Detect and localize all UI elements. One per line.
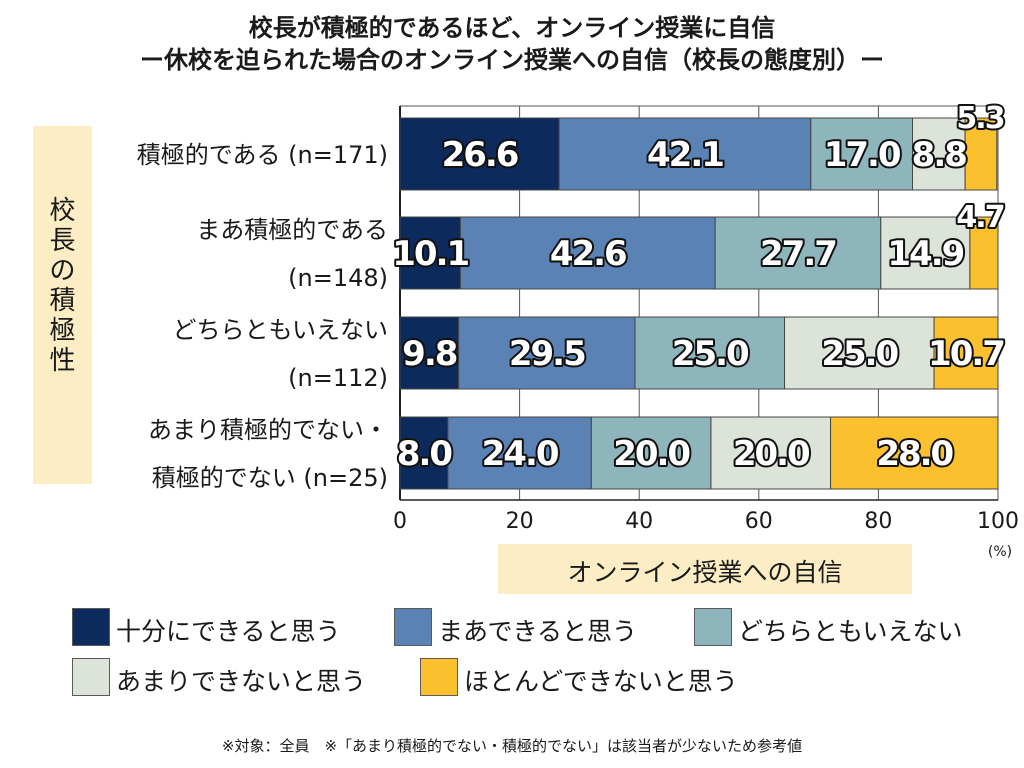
legend-swatch	[394, 608, 432, 646]
x-tick-label: 80	[864, 509, 892, 534]
data-label: 26.6	[442, 135, 518, 175]
data-label: 24.0	[482, 434, 559, 474]
category-label: (n=148)	[288, 264, 388, 292]
legend-swatch	[72, 658, 110, 696]
bar-segment	[710, 416, 832, 490]
data-label: 4.7	[956, 200, 1003, 235]
data-label: 42.1	[647, 135, 723, 175]
data-label: 29.5	[509, 334, 585, 374]
data-label: 25.0	[821, 334, 898, 374]
bar-segment	[714, 216, 882, 290]
data-label: 8.8	[912, 135, 967, 175]
x-tick-label: 100	[977, 509, 1019, 534]
x-axis-label: オンライン授業への自信	[567, 558, 843, 587]
category-label: まあ積極的である	[196, 216, 388, 244]
x-tick-label: 0	[393, 509, 407, 534]
bar-segment	[830, 416, 999, 490]
bar-segment	[458, 316, 636, 390]
bar-segment	[447, 416, 592, 490]
bar-segment	[399, 216, 461, 290]
bar-segment	[459, 216, 716, 290]
bar-segment	[558, 117, 812, 191]
data-label: 5.3	[956, 101, 1003, 136]
data-label: 27.7	[760, 234, 836, 274]
legend-swatch	[72, 608, 110, 646]
data-label: 25.0	[672, 334, 749, 374]
data-label: 10.1	[392, 234, 468, 274]
x-tick-label: 20	[506, 509, 534, 534]
y-axis-group-label-char: 長	[49, 226, 76, 256]
x-unit-label: (%)	[988, 544, 1012, 560]
chart-title: 校長が積極的であるほど、オンライン授業に自信	[248, 14, 776, 42]
bar-segment	[880, 216, 971, 290]
data-label: 28.0	[876, 434, 953, 474]
legend-label: ほとんどできないと思う	[464, 667, 738, 696]
legend-label: どちらともいえない	[738, 617, 963, 646]
bar-segment	[784, 316, 935, 390]
legend-label: まあできると思う	[438, 617, 638, 646]
chart-subtitle: ー休校を迫られた場合のオンライン授業への自信（校長の態度別）ー	[140, 46, 884, 74]
data-label: 42.6	[550, 234, 626, 274]
y-axis-group-label-char: 極	[49, 316, 76, 346]
data-label: 8.0	[397, 434, 453, 474]
data-label: 20.0	[613, 434, 690, 474]
stacked-bar-chart: 0 20 40 60 80 100 (%) 26.6 42.1 17.0 8.85.3 積極的である …	[137, 99, 1019, 560]
bar-segment	[590, 416, 712, 490]
data-label: 20.0	[733, 434, 810, 474]
category-label: どちらともいえない	[172, 316, 388, 344]
data-label: 17.0	[824, 135, 901, 175]
y-axis-group-label: 校長の積極性	[33, 196, 92, 376]
data-label: 14.9	[887, 234, 963, 274]
bar-segment	[399, 117, 560, 191]
bar-segment	[964, 117, 998, 191]
category-label: (n=112)	[288, 364, 388, 392]
bar-segment	[933, 316, 999, 390]
x-tick-label: 40	[625, 509, 653, 534]
legend-swatch	[694, 608, 732, 646]
bar-segment	[810, 117, 913, 191]
bar-segment	[969, 216, 999, 290]
category-label: 積極的でない (n=25)	[152, 464, 388, 492]
legend-label: あまりできないと思う	[116, 667, 367, 696]
bar-segment	[634, 316, 786, 390]
y-axis-group-label-char: 校	[49, 196, 76, 226]
category-label: あまり積極的でない・	[148, 416, 388, 444]
y-axis-group-label-char: 性	[49, 346, 76, 376]
y-axis-group-label-char: 積	[49, 286, 76, 316]
data-label: 10.7	[928, 334, 1004, 374]
footnote: ※対象：全員 ※「あまり積極的でない・積極的でない」は該当者が少ないため参考値	[221, 737, 803, 755]
y-axis-group-label-box: 校長の積極性	[33, 126, 92, 484]
legend-swatch	[420, 658, 458, 696]
bar-segment	[399, 316, 460, 390]
legend-label: 十分にできると思う	[116, 617, 341, 646]
x-tick-label: 60	[745, 509, 773, 534]
bar-segment	[911, 117, 966, 191]
category-label: 積極的である (n=171)	[137, 141, 388, 169]
legend: 十分にできると思う まあできると思う どちらともいえないあまりできないと思う ほとんど…	[72, 608, 1012, 708]
y-axis-group-label-char: の	[49, 256, 76, 286]
x-axis-label-box: オンライン授業への自信	[498, 544, 912, 594]
data-label: 9.8	[402, 334, 457, 374]
